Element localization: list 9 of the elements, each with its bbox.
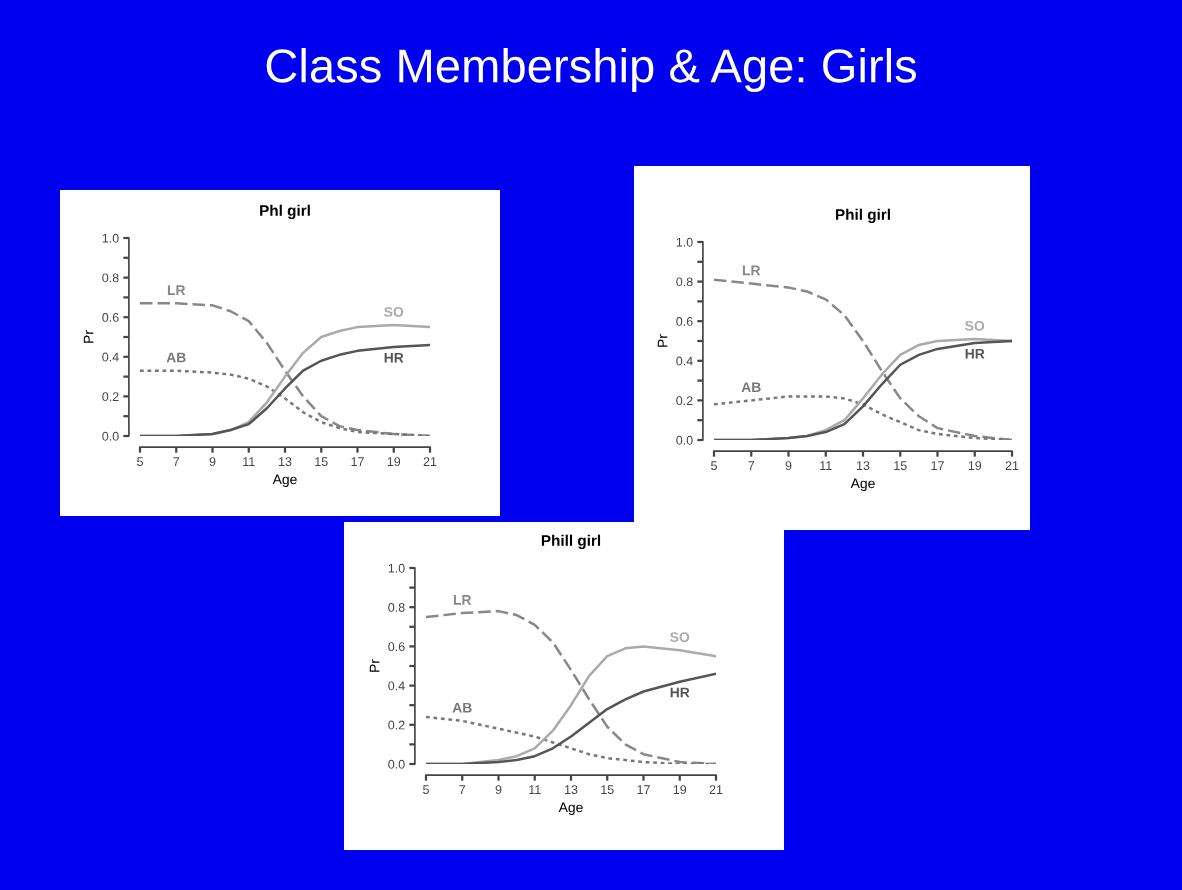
line-series: [714, 395, 1012, 440]
text: Class Membership & Age: Girls: [266, 47, 917, 93]
line-series: [140, 343, 430, 436]
line-series: [714, 278, 1012, 440]
line-series: [426, 715, 716, 764]
line-series: [140, 302, 430, 436]
line-series: [426, 672, 716, 764]
line-series: [426, 609, 716, 764]
line-series: [140, 369, 430, 436]
